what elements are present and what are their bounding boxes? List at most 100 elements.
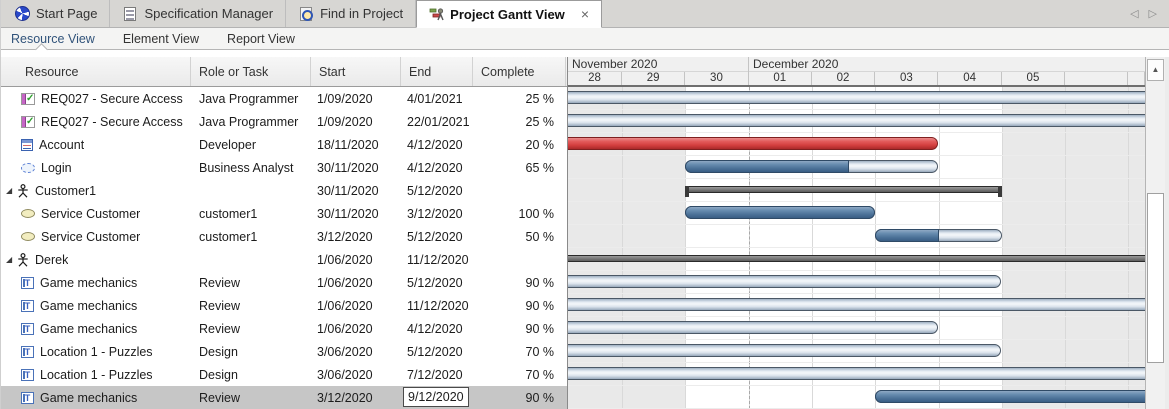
gantt-view-icon [429,7,444,22]
complete-cell: 90 % [473,386,566,409]
scroll-up-button[interactable]: ▲ [1147,59,1164,81]
resource-cell: Account [1,133,191,156]
column-header-resource[interactable]: Resource [1,57,191,86]
table-row[interactable]: Account Developer 18/11/2020 4/12/2020 20 % [1,133,567,156]
view-tab-element-view[interactable]: Element View [122,31,200,46]
start-date-cell: 3/06/2020 [311,363,401,386]
column-header-complete[interactable]: Complete [473,57,566,86]
day-label: 04 [939,72,1002,85]
gantt-bar-remaining[interactable] [568,114,1145,127]
table-row[interactable]: T Game mechanics Review 1/06/2020 5/12/2020 9… [1,271,567,294]
start-date-cell: 1/06/2020 [311,271,401,294]
tab-nav-forward-icon[interactable]: ▷ [1148,8,1157,20]
table-row[interactable]: REQ027 - Secure Access Java Programmer 1/0… [1,87,567,110]
role-cell-text: Design [199,344,238,359]
view-tab-report-view[interactable]: Report View [227,31,295,46]
table-row[interactable]: Login Business Analyst 30/11/2020 4/12/2020… [1,156,567,179]
gantt-month-row: November 2020 December 2020 [568,57,1145,72]
tab-nav-back-icon[interactable]: ◁ [1130,8,1139,20]
specification-manager-icon [124,6,137,21]
table-row[interactable]: T Game mechanics Review 1/06/2020 4/12/2020 9… [1,317,567,340]
gantt-bar-remaining[interactable] [568,344,1001,357]
complete-cell: 100 % [473,202,566,225]
start-date-cell-text: 1/06/2020 [317,252,373,267]
role-cell-text: customer1 [199,206,258,221]
start-page-icon [15,6,30,21]
expand-collapse-icon[interactable]: ◢ [6,186,13,195]
column-header-role-or-task[interactable]: Role or Task [191,57,311,86]
role-cell-text: Review [199,321,240,336]
end-date-cell: 9/12/2020 [401,386,473,409]
month-label: November 2020 [572,57,658,71]
start-date-cell: 1/09/2020 [311,110,401,133]
end-date-text: 4/12/2020 [407,321,463,336]
table-row[interactable]: ◢ Derek 1/06/2020 11/12/2020 [1,248,567,271]
gantt-bar-critical[interactable] [568,137,938,150]
scroll-thumb[interactable] [1147,193,1164,363]
gantt-vertical-scrollbar[interactable]: ▲ [1145,57,1165,409]
role-cell: customer1 [191,225,311,248]
day-gridline [1065,87,1067,409]
complete-cell-text: 90 % [525,298,555,313]
start-date-cell: 1/06/2020 [311,294,401,317]
collaboration-icon [21,209,35,218]
day-label: 03 [875,72,939,85]
gantt-bar-remaining[interactable] [568,298,1145,311]
table-row[interactable]: REQ027 - Secure Access Java Programmer 1/0… [1,110,567,133]
table-row[interactable]: T Game mechanics Review 3/12/2020 9/12/2020 9… [1,386,567,409]
day-gridline [938,87,940,409]
column-header-label: Complete [481,64,535,79]
table-row[interactable]: Service Customer customer1 3/12/2020 5/12/2… [1,225,567,248]
expand-collapse-icon[interactable]: ◢ [6,255,13,264]
end-date-text: 5/12/2020 [407,344,463,359]
gantt-bar-task[interactable] [875,229,1002,242]
table-row[interactable]: T Location 1 - Puzzles Design 3/06/2020 5/12… [1,340,567,363]
tab-specification-manager[interactable]: Specification Manager [110,0,287,27]
table-row[interactable]: T Location 1 - Puzzles Design 3/06/2020 7/12… [1,363,567,386]
row-separator-line [568,247,1145,248]
tab-project-gantt-view[interactable]: Project Gantt View × [416,0,602,28]
row-separator-line [568,201,1145,202]
progress-fill [875,229,939,242]
row-separator-line [568,155,1145,156]
resource-name: Game mechanics [40,390,138,405]
gantt-bar-summary[interactable] [568,255,1145,262]
role-cell-text: customer1 [199,229,258,244]
gantt-bar-remaining[interactable] [568,91,1145,104]
weekend-shade [568,87,685,409]
table-row[interactable]: ◢ Customer1 30/11/2020 5/12/2020 [1,179,567,202]
column-header-label: Role or Task [199,64,269,79]
gantt-timeline-header[interactable]: November 2020 December 2020 28 29 30 01 02 03 0… [568,57,1145,87]
gantt-bar-task[interactable] [685,160,938,173]
table-row[interactable]: T Game mechanics Review 1/06/2020 11/12/2020… [1,294,567,317]
table-row[interactable]: Service Customer customer1 30/11/2020 3/12/… [1,202,567,225]
day-gridline [875,87,877,409]
tagged-element-icon: T [21,345,34,358]
gantt-bar-summary[interactable] [685,186,1002,197]
close-tab-icon[interactable]: × [580,6,589,22]
gantt-bar-task[interactable] [875,390,1145,403]
row-separator-line [568,316,1145,317]
complete-cell [473,179,566,202]
role-cell-text: Design [199,367,238,382]
complete-cell-text: 90 % [525,390,555,405]
tab-find-in-project[interactable]: Find in Project [286,0,417,27]
end-date-edit-input[interactable]: 9/12/2020 [403,387,469,407]
start-date-cell-text: 1/09/2020 [317,114,373,129]
end-date-cell: 4/12/2020 [401,156,473,179]
gantt-bar-task[interactable] [685,206,875,219]
tagged-element-icon: T [21,391,34,404]
progress-fill [685,206,875,219]
gantt-bar-remaining[interactable] [568,275,1001,288]
tagged-element-icon: T [21,276,34,289]
column-header-start[interactable]: Start [311,57,401,86]
column-header-end[interactable]: End [401,57,473,86]
start-date-cell-text: 1/06/2020 [317,321,373,336]
end-date-text: 4/12/2020 [407,137,463,152]
end-date-cell: 4/12/2020 [401,133,473,156]
gantt-bar-remaining[interactable] [568,321,938,334]
gantt-bar-remaining[interactable] [568,367,1145,380]
view-tab-resource-view[interactable]: Resource View [11,31,95,46]
tab-start-page[interactable]: Start Page [3,0,111,27]
complete-cell-text: 25 % [525,91,555,106]
